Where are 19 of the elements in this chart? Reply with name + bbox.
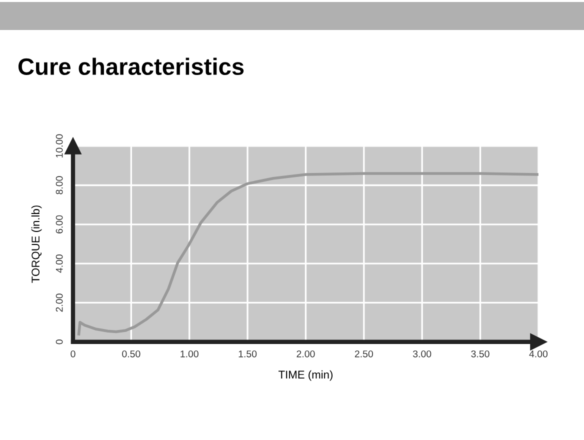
x-tick-label: 1.50: [238, 350, 257, 358]
chart-title: Cure characteristics: [18, 58, 244, 76]
y-tick-label: 6.00: [56, 215, 63, 234]
y-tick-label: 0: [56, 340, 63, 344]
x-tick-label: 2.00: [296, 350, 315, 358]
line-series: [77, 172, 538, 336]
y-axis-title: TORQUE (in.lb): [31, 206, 42, 283]
y-tick-label: 8.00: [56, 176, 63, 194]
x-tick-label: 0: [70, 350, 76, 358]
x-axis-title: TIME (min): [278, 370, 332, 381]
x-tick-label: 2.50: [354, 350, 373, 358]
x-tick-label: 3.00: [412, 350, 432, 358]
x-tick-label: 0.50: [122, 350, 140, 358]
x-tick-label: 3.50: [471, 350, 490, 358]
x-tick-label: 1.00: [180, 350, 198, 358]
y-tick-label: 4.00: [56, 254, 63, 273]
x-tick-label: 4.00: [529, 350, 548, 358]
y-tick-label: 10.00: [56, 134, 63, 158]
y-tick-label: 2.00: [56, 294, 63, 312]
